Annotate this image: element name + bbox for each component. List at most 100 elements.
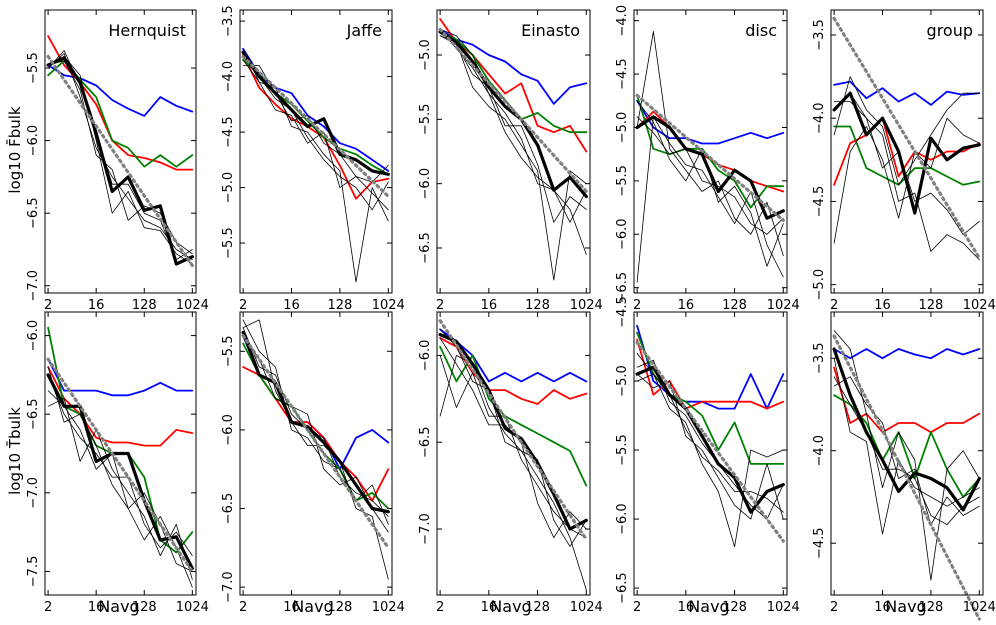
xtick-label: 2 [633,298,641,313]
panel-1-3: 2 16 128 1024 −4.5 −5.0 −5.5 −6.0 −6.5 [615,296,800,615]
series-thin4 [439,354,587,539]
xlabel-col4: Navg [885,597,926,616]
series-fit [438,27,588,193]
xtick-label: 2 [44,298,52,313]
series-thin4 [47,50,193,261]
panel-1-0: 2 16 128 1024 −6.0 −6.5 −7.0 −7.5 [26,311,209,615]
series-fit [241,54,390,198]
xtick-label: 1024 [963,298,996,313]
series-thin3 [47,390,193,588]
xlabel-col1: Navg [292,597,333,616]
series-thin1 [636,352,784,548]
xtick-label: 2 [239,600,247,615]
ytick-label: −7.0 [26,477,41,509]
ytick-label: −4.5 [812,527,827,559]
ytick-label: −7.0 [26,270,41,302]
xtick-label: 2 [239,298,247,313]
series-thin3 [439,328,587,547]
series-thin3 [242,319,389,525]
ytick-label: −3.5 [812,19,827,51]
series-fit [46,54,194,267]
series-fit [46,357,194,574]
series-green [47,326,194,554]
ytick-label: −6.5 [615,272,630,304]
series-green [439,345,588,487]
series-thin4 [833,101,980,236]
series-thin2 [47,56,193,265]
series-thin4 [833,376,980,526]
xtick-label: 16 [678,298,695,313]
series-thin4 [636,373,784,513]
xtick-label: 16 [874,298,891,313]
series-blue [47,358,194,397]
panel-1-4: 2 16 128 1024 −3.5 −4.0 −4.5 [812,311,996,621]
xtick-label: 16 [481,600,498,615]
ytick-label: −7.5 [26,556,41,588]
xtick-label: 16 [481,298,498,313]
ytick-label: −4.0 [615,5,630,37]
series-mean [832,347,981,512]
ytick-label: −5.5 [26,52,41,84]
xlabel-col2: Navg [490,597,531,616]
series-mean [635,115,785,220]
ytick-label: −7.0 [221,571,236,603]
series-blue [242,47,390,172]
series-fit [832,334,981,621]
series-blue [439,328,588,383]
series-thin1 [47,398,193,580]
xtick-label: 1024 [963,600,996,615]
ytick-label: −6.5 [26,197,41,229]
series-thin4 [242,327,389,517]
panel-0-3: 2 16 128 1024 −4.0 −4.5 −5.0 −5.5 −6.0 −6.5 disc [615,5,800,313]
ytick-label: −6.5 [615,572,630,604]
xtick-label: 2 [44,600,52,615]
series-red [636,338,785,410]
xtick-label: 1024 [767,600,800,615]
panel-1-2: 2 16 128 1024 −6.0 −6.5 −7.0 [418,311,603,615]
ytick-label: −6.0 [615,218,630,250]
series-thin3 [47,60,193,255]
ytick-label: −4.0 [812,435,827,467]
xtick-label: 2 [633,600,641,615]
panel-title: Einasto [521,21,580,40]
ytick-label: −5.5 [615,165,630,197]
series-thin1 [439,354,587,591]
panel-frame [633,311,788,596]
ytick-label: −3.5 [812,342,827,374]
ylabel-top-text: log10 F̄bulk [5,106,24,194]
xlabel-col0: Navg [98,597,139,616]
ytick-label: −5.5 [221,336,236,368]
ylabel-bottom: log10 T̄bulk [5,407,24,495]
ytick-label: −6.5 [418,232,433,264]
panel-frame [830,311,984,596]
xtick-label: 1024 [176,298,209,313]
xtick-label: 1024 [570,600,603,615]
ytick-label: −7.0 [418,513,433,545]
series-thin1 [439,35,587,281]
ytick-label: −6.5 [221,493,236,525]
ytick-label: −6.0 [26,125,41,157]
series-fit [635,93,785,222]
panel-frame [44,9,197,294]
series-green [636,94,785,209]
series-mean [241,50,390,176]
xtick-label: 128 [132,600,157,615]
xtick-label: 16 [88,600,105,615]
panel-frame [436,9,591,294]
ytick-label: −6.5 [418,426,433,458]
panel-0-2: 2 16 128 1024 −5.0 −5.5 −6.0 −6.5 Einasto [418,9,603,313]
ytick-label: −4.5 [812,186,827,218]
ytick-label: −4.0 [812,102,827,134]
series-thin2 [242,54,389,211]
ytick-label: −6.0 [221,414,236,446]
ytick-label: −5.0 [615,365,630,397]
xtick-label: 1024 [767,298,800,313]
ytick-label: −4.5 [221,116,236,148]
panel-frame [830,9,984,294]
xtick-label: 128 [525,298,550,313]
panel-frame [239,311,393,596]
series-thin1 [242,319,389,580]
series-red [47,35,194,171]
series-thin1 [833,330,980,581]
xtick-label: 2 [830,298,838,313]
